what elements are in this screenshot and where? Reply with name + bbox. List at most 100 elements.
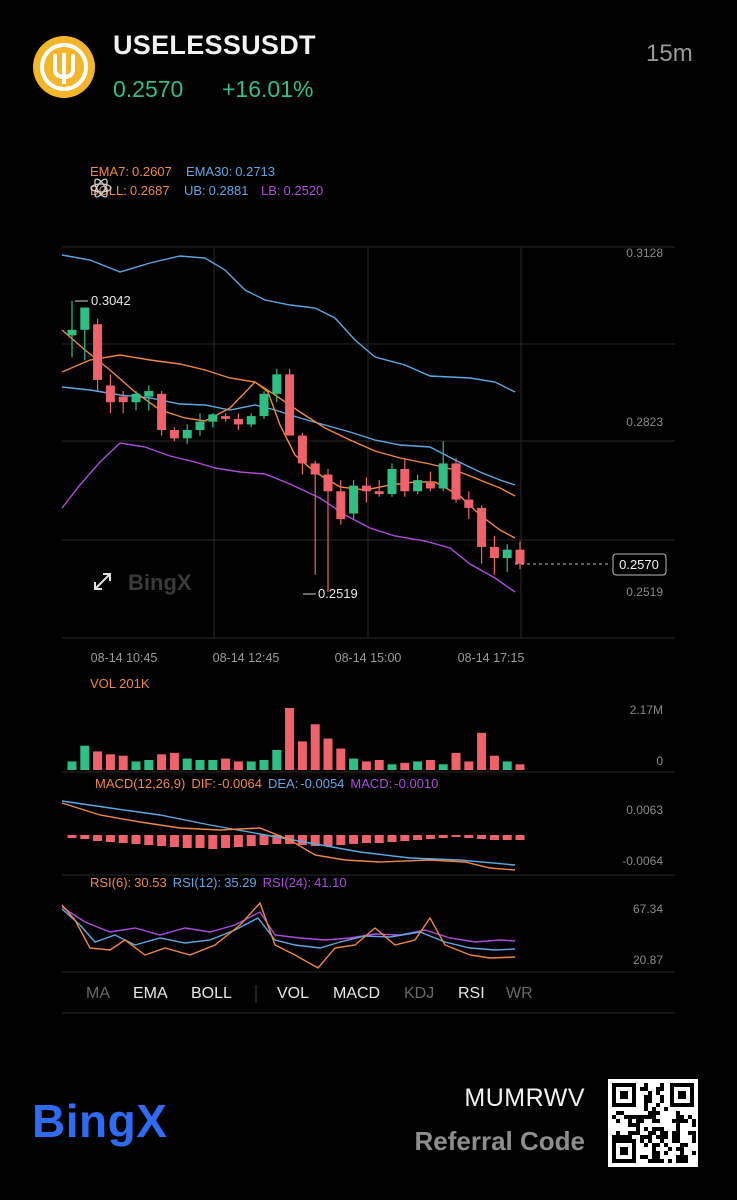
svg-text:0.2519: 0.2519 [318,586,358,601]
lb-label: LB: 0.2520 [261,183,323,198]
qr-code-icon [608,1079,698,1167]
boll-middle-line [61,386,516,486]
candle-body [515,549,525,564]
macd-bar [502,835,512,840]
volume-bar [144,760,154,770]
macd-bar [67,835,77,838]
indicator-settings-icon [90,178,112,198]
tab-ema[interactable]: EMA [133,985,168,1002]
boll-lower-line [61,442,516,593]
price-axis-tick: 0.2823 [626,415,663,429]
volume-bar [387,764,397,770]
volume-bar [323,738,333,770]
boll-upper-line [61,254,516,393]
current-price-tag [612,553,667,576]
volume-bar [489,755,499,770]
volume-bar [464,761,474,770]
candle-body [195,421,205,431]
volume-bar [400,762,410,770]
rsi-top-tick: 67.34 [633,902,663,916]
candle-body [67,329,77,336]
candle-body [272,374,282,394]
volume-bar [310,724,320,770]
candle-body [349,485,359,514]
macd-bar [80,835,90,839]
macd-bar [144,835,154,845]
candle-body [259,393,269,417]
svg-text:0.3042: 0.3042 [91,293,131,308]
tab-boll[interactable]: BOLL [191,985,232,1002]
candle-body [169,430,179,439]
candle-body [336,491,346,520]
tab-kdj[interactable]: KDJ [404,985,435,1002]
macd-bar [451,835,461,837]
volume-bar [515,764,525,770]
macd-bar [246,835,256,846]
volume-bar [438,764,448,770]
tab-vol[interactable]: VOL [277,985,310,1002]
macd-histogram [67,835,525,849]
last-price: 0.2570 [113,76,184,102]
candle-body [438,463,448,489]
macd-bar [310,835,320,846]
volume-bar [336,748,346,770]
volume-bar [80,745,90,770]
volume-bar [131,761,141,770]
rsi12-line [61,908,516,951]
macd-dif-line [61,802,516,871]
macd-bar [489,835,499,840]
candle-body [285,374,295,436]
bingx-watermark: BingX [128,570,192,595]
volume-bar [208,760,218,770]
tab-rsi[interactable]: RSI [458,985,485,1002]
timeframe-selector[interactable]: 15m [646,40,693,67]
macd-bar [157,835,167,846]
volume-bar [374,760,384,770]
volume-bar [502,761,512,770]
ema30-label: EMA30: 0.2713 [186,164,275,179]
candlestick-series [67,300,525,592]
candle-body [451,463,461,500]
volume-bar [67,761,77,770]
volume-bars [67,708,525,770]
candle-body [323,474,333,492]
price-axis-tick: 0.3128 [626,246,663,260]
main-grid [62,246,675,639]
referral-code-value: MUMRWV [464,1084,585,1112]
high-marker: 0.3042 [75,293,131,308]
tab-ma[interactable]: MA [86,985,110,1002]
volume-bar [157,754,167,770]
rsi-label: RSI(6): 30.53 RSI(12): 35.29 RSI(24): 41.10 [90,875,347,890]
token-logo-icon [33,36,95,98]
candle-body [361,485,371,492]
macd-bar [93,835,103,841]
macd-bar [336,835,346,845]
svg-text:0.2570: 0.2570 [619,557,659,572]
macd-bar [208,835,218,849]
rsi6-line [61,901,516,969]
candle-body [489,546,499,559]
kline-chart[interactable]: EMA7: 0.2607 EMA30: 0.2713 BOLL: 0.2687 UB:… [0,0,737,1030]
candle-body [400,468,410,492]
macd-bar [413,835,423,840]
candle-body [413,480,423,492]
macd-bottom-tick: -0.0064 [622,854,663,868]
tab-macd[interactable]: MACD [333,985,381,1002]
macd-bar [438,835,448,838]
candle-body [310,463,320,475]
volume-bar [477,732,487,770]
time-axis-tick: 08-14 17:15 [458,651,525,665]
volume-bar [182,758,192,770]
ub-label: UB: 0.2881 [184,183,248,198]
macd-bar [464,835,474,838]
volume-bar [259,760,269,770]
candle-body [464,499,474,508]
macd-top-tick: 0.0063 [626,803,663,817]
macd-bar [182,835,192,848]
volume-bar [169,752,179,770]
candle-body [425,482,435,489]
referral-code-label: Referral Code [414,1126,586,1156]
expand-icon [94,573,111,590]
tab-wr[interactable]: WR [506,985,533,1002]
rsi-bottom-tick: 20.87 [633,953,663,967]
